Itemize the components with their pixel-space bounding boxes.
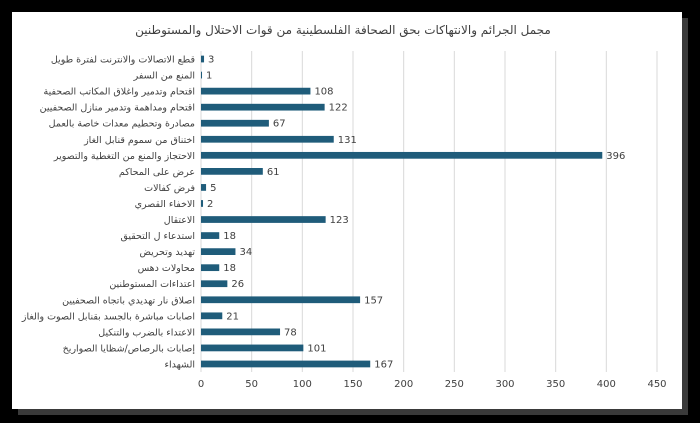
bar-value-label: 1 bbox=[206, 71, 212, 82]
bar bbox=[201, 200, 204, 207]
bar-value-label: 122 bbox=[329, 103, 348, 114]
category-labels: قطع الاتصالات والانترنت لفترة طويل المنع … bbox=[21, 55, 195, 371]
chart-title: مجمل الجرائم والانتهاكات بحق الصحافة الف… bbox=[135, 23, 551, 38]
x-tick-label: 300 bbox=[495, 379, 514, 390]
bar bbox=[201, 87, 311, 95]
category-label: اختناق من سموم قنابل الغاز bbox=[83, 135, 195, 146]
bar bbox=[201, 103, 325, 111]
bar bbox=[201, 151, 603, 159]
category-label: إصابات بالرصاص/شظايا الصواريخ bbox=[63, 343, 196, 354]
bars bbox=[201, 55, 603, 368]
category-label: محاولات دهس bbox=[138, 263, 195, 274]
bar bbox=[201, 344, 304, 352]
bar bbox=[201, 360, 371, 368]
category-label: مصادرة وتحطيم معدات خاصة بالعمل bbox=[49, 119, 195, 130]
x-tick-label: 250 bbox=[445, 379, 464, 390]
bar-value-label: 61 bbox=[267, 167, 280, 178]
bar bbox=[201, 280, 228, 288]
bar-value-label: 67 bbox=[273, 119, 286, 130]
category-label: تهديد وتحريض bbox=[139, 247, 195, 258]
category-label: اعتداءات المستوطنين bbox=[109, 279, 195, 290]
bar bbox=[201, 264, 220, 272]
bar-value-label: 167 bbox=[374, 359, 393, 370]
bar bbox=[201, 71, 203, 79]
bar-value-label: 157 bbox=[364, 295, 383, 306]
bar-value-label: 18 bbox=[223, 263, 236, 274]
bar-value-label: 101 bbox=[307, 343, 326, 354]
bar-value-label: 5 bbox=[210, 183, 216, 194]
bar-value-label: 123 bbox=[330, 215, 349, 226]
bar bbox=[201, 168, 263, 175]
x-tick-label: 400 bbox=[597, 379, 616, 390]
x-tick-label: 0 bbox=[198, 379, 204, 390]
bar bbox=[201, 312, 223, 320]
x-tick-label: 450 bbox=[647, 379, 666, 390]
category-label: اصلاق نار تهديدي باتجاه الصحفيين bbox=[62, 295, 195, 306]
category-label: استدعاء ل التحقيق bbox=[120, 231, 195, 242]
category-label: الشهداء bbox=[165, 359, 195, 370]
category-label: الاعتقال bbox=[164, 215, 195, 226]
x-tick-label: 350 bbox=[546, 379, 565, 390]
category-label: اصابات مباشرة بالجسد بقنابل الصوت والغاز bbox=[21, 311, 195, 322]
bar bbox=[201, 135, 334, 143]
bar-value-label: 3 bbox=[208, 55, 214, 66]
category-label: الاخفاء القصري bbox=[135, 199, 195, 210]
x-tick-label: 100 bbox=[293, 379, 312, 390]
category-label: قطع الاتصالات والانترنت لفترة طويل bbox=[51, 55, 195, 66]
x-tick-label: 150 bbox=[343, 379, 362, 390]
category-label: فرض كفالات bbox=[144, 183, 195, 194]
grid-lines bbox=[200, 51, 658, 372]
bar-value-label: 34 bbox=[239, 247, 252, 258]
chart-panel: مجمل الجرائم والانتهاكات بحق الصحافة الف… bbox=[12, 12, 682, 409]
bar bbox=[201, 216, 326, 223]
x-axis-ticks: 0 50 100 150 200 250 300 350 400 450 bbox=[198, 379, 667, 390]
bar-value-label: 131 bbox=[338, 135, 357, 146]
category-label: المنع من السفر bbox=[133, 71, 195, 82]
bar bbox=[201, 119, 269, 127]
category-label: اقتحام ومداهمة وتدمير منازل الصحفيين bbox=[40, 103, 195, 114]
bar-value-label: 18 bbox=[223, 231, 236, 242]
category-label: اقتحام وتدمير واغلاق المكاتب الصحفية bbox=[44, 87, 196, 98]
bar bbox=[201, 328, 281, 336]
category-label: عرض على المحاكم bbox=[119, 167, 195, 178]
x-tick-label: 50 bbox=[245, 379, 258, 390]
bar-value-label: 26 bbox=[231, 279, 244, 290]
bar-chart: مجمل الجرائم والانتهاكات بحق الصحافة الف… bbox=[21, 23, 667, 390]
category-label: الاعتداء بالضرب والتنكيل bbox=[98, 327, 195, 338]
x-tick-label: 200 bbox=[394, 379, 413, 390]
bar-value-label: 21 bbox=[226, 311, 239, 322]
bar-value-label: 2 bbox=[207, 199, 213, 210]
bar bbox=[201, 296, 361, 304]
bar bbox=[201, 55, 205, 63]
category-label: الاحتجاز والمنع من التغطية والتصوير bbox=[53, 151, 195, 162]
bar-value-label: 108 bbox=[314, 87, 333, 98]
bar bbox=[201, 248, 236, 255]
bar-value-label: 78 bbox=[284, 327, 297, 338]
bar bbox=[201, 232, 220, 239]
bar-value-label: 396 bbox=[606, 151, 625, 162]
bar bbox=[201, 184, 207, 191]
